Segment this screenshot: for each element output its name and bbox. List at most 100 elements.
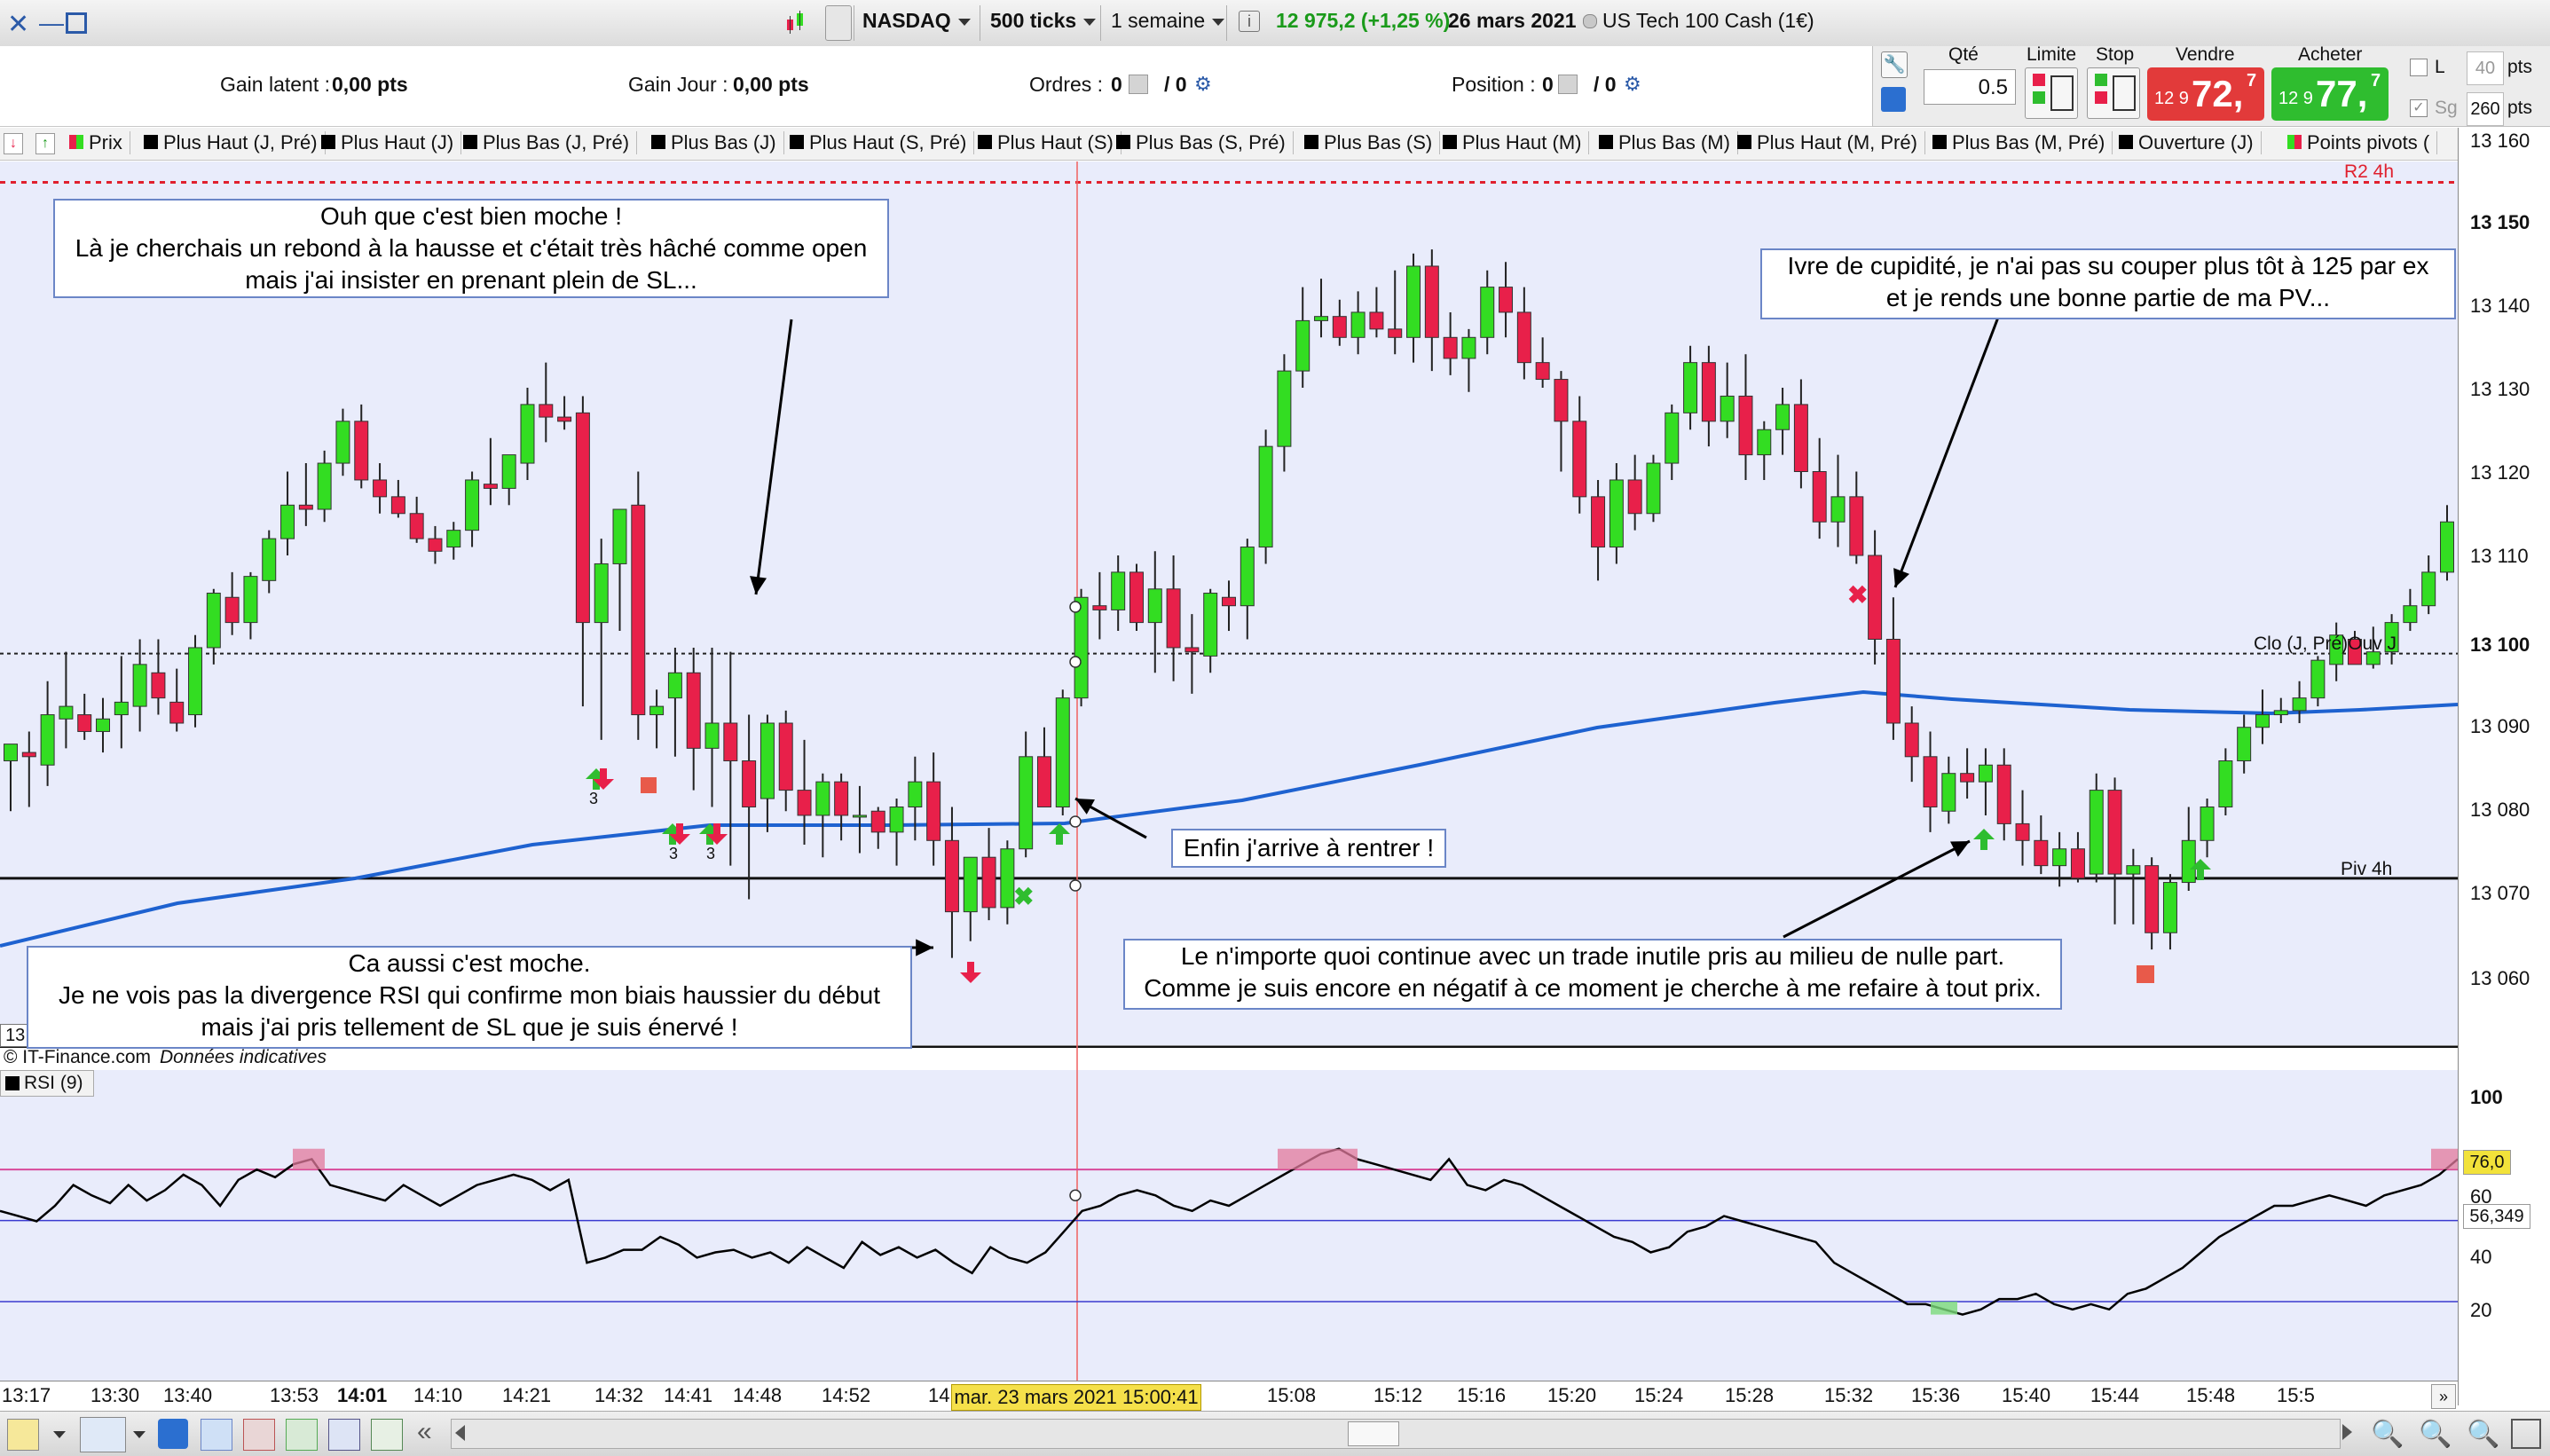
annotation-note-5[interactable]: Le n'importe quoi continue avec un trade… bbox=[1123, 939, 2062, 1010]
period-label: 1 semaine bbox=[1111, 9, 1206, 32]
r2-label: R2 4h bbox=[2344, 161, 2395, 182]
limit-pts-input[interactable]: 40 bbox=[2467, 51, 2504, 85]
indicator-item-10[interactable]: Plus Haut (M) bbox=[1439, 131, 1590, 154]
indicator-item-1[interactable]: Prix bbox=[66, 131, 130, 154]
draw-tool-dropdown-icon[interactable] bbox=[53, 1431, 66, 1438]
stop-order-button[interactable] bbox=[2087, 67, 2140, 119]
candle-body bbox=[2107, 790, 2122, 875]
price-change: 12 975,2 (+1,25 %) bbox=[1276, 9, 1451, 32]
orders-gear-icon[interactable]: ⚙ bbox=[1194, 73, 1212, 95]
scroll-back-icon[interactable]: « bbox=[417, 1417, 432, 1446]
indicator-dropdown-icon[interactable] bbox=[133, 1431, 146, 1438]
expand-icon[interactable]: ↑ bbox=[35, 133, 55, 154]
zoom-reset-icon[interactable]: 🔍 bbox=[2467, 1420, 2500, 1449]
indicator-item-3[interactable]: Plus Haut (J) bbox=[318, 131, 462, 154]
close-icon[interactable]: ✕ bbox=[7, 10, 30, 39]
zoom-in-icon[interactable]: 🔍 bbox=[2371, 1420, 2404, 1449]
moving-average-line bbox=[0, 689, 2459, 948]
wrench-icon[interactable]: 🔧 bbox=[1881, 51, 1908, 78]
indicator-item-7[interactable]: Plus Haut (S) bbox=[974, 131, 1122, 154]
sell-signal-arrow-icon bbox=[593, 768, 614, 790]
period-select[interactable]: 1 semaine bbox=[1111, 9, 1225, 33]
candle-body bbox=[2089, 790, 2104, 875]
indicator-item-12[interactable]: Plus Haut (M, Pré) bbox=[1734, 131, 1925, 154]
indicator-label: Plus Haut (S) bbox=[997, 131, 1114, 153]
limit-buy-icon bbox=[2033, 91, 2045, 104]
zoom-out-icon[interactable]: 🔍 bbox=[2419, 1420, 2452, 1449]
scroll-right-icon[interactable] bbox=[2342, 1424, 2352, 1440]
candle-body bbox=[520, 404, 535, 464]
rsi-chart-area[interactable] bbox=[0, 1070, 2458, 1398]
comment-icon[interactable] bbox=[201, 1419, 232, 1451]
stop-pts-input[interactable]: 260 bbox=[2467, 92, 2504, 126]
sell-button[interactable]: 12 9 72, 7 bbox=[2147, 67, 2264, 121]
indicator-item-11[interactable]: Plus Bas (M) bbox=[1595, 131, 1738, 154]
annotation-note-2[interactable]: Ivre de cupidité, je n'ai pas su couper … bbox=[1760, 248, 2456, 319]
time-tick-7: 14:21 bbox=[502, 1384, 552, 1406]
list-icon[interactable] bbox=[243, 1419, 275, 1451]
price-tick-6: 13 110 bbox=[2470, 545, 2529, 567]
draw-tool-icon[interactable] bbox=[7, 1419, 39, 1451]
indicator-item-14[interactable]: Ouverture (J) bbox=[2115, 131, 2262, 154]
note1-line-2: Là je cherchais un rebond à la hausse et… bbox=[75, 234, 868, 262]
limit-checkbox[interactable] bbox=[2410, 59, 2428, 76]
candle-body bbox=[4, 744, 18, 762]
indicator-item-6[interactable]: Plus Haut (S, Pré) bbox=[786, 131, 975, 154]
indicator-item-8[interactable]: Plus Bas (S, Pré) bbox=[1113, 131, 1294, 154]
share-icon[interactable] bbox=[158, 1419, 188, 1449]
annotation-note-4[interactable]: Ca aussi c'est moche. Je ne vois pas la … bbox=[27, 946, 912, 1049]
fullscreen-icon[interactable] bbox=[2511, 1419, 2541, 1449]
annotation-note-3[interactable]: Enfin j'arrive à rentrer ! bbox=[1171, 829, 1446, 868]
scroll-left-icon[interactable] bbox=[455, 1425, 465, 1441]
qty-input[interactable]: 0.5 bbox=[1924, 69, 2016, 105]
candle-body bbox=[1978, 764, 1993, 783]
rsi-indicator-tab[interactable]: RSI (9) bbox=[0, 1070, 94, 1097]
time-scrollbar[interactable] bbox=[451, 1419, 2341, 1449]
minimize-icon[interactable]: — bbox=[39, 9, 64, 36]
stop-checkbox[interactable]: ✓ bbox=[2410, 99, 2428, 117]
time-axis[interactable] bbox=[0, 1381, 2458, 1412]
indicator-tool-icon[interactable] bbox=[80, 1417, 126, 1452]
keyboard-icon[interactable] bbox=[1881, 87, 1906, 112]
instrument-select[interactable]: NASDAQ bbox=[862, 9, 971, 33]
close-position-icon[interactable] bbox=[1558, 75, 1578, 94]
indicator-label: Plus Haut (S, Pré) bbox=[809, 131, 967, 153]
ordres-pending: / 0 bbox=[1164, 73, 1187, 96]
scrollbar-thumb[interactable] bbox=[1348, 1421, 1399, 1446]
indicator-item-15[interactable]: Points pivots ( bbox=[2284, 131, 2438, 154]
screen-icon[interactable] bbox=[328, 1419, 360, 1451]
table-icon[interactable] bbox=[286, 1419, 318, 1451]
scroll-end-icon[interactable]: » bbox=[2431, 1384, 2456, 1409]
indicator-color-icon bbox=[321, 135, 335, 149]
chart-type-icon[interactable] bbox=[784, 9, 811, 35]
maximize-icon[interactable] bbox=[66, 12, 87, 34]
candle-body bbox=[114, 701, 129, 716]
indicator-item-2[interactable]: Plus Haut (J, Pré) bbox=[140, 131, 326, 154]
collapse-icon[interactable]: ↓ bbox=[4, 133, 23, 154]
ticks-select[interactable]: 500 ticks bbox=[990, 9, 1097, 33]
price-axis[interactable] bbox=[2458, 128, 2550, 1405]
candle-body bbox=[704, 722, 720, 749]
candle-body bbox=[852, 815, 867, 818]
alert-icon[interactable] bbox=[371, 1419, 403, 1451]
annotation-note-1[interactable]: Ouh que c'est bien moche ! Là je chercha… bbox=[53, 199, 889, 298]
candle-body bbox=[1720, 395, 1735, 422]
time-tick-12: 14 bbox=[928, 1384, 950, 1406]
rsi-overbought-fill bbox=[1278, 1148, 1358, 1170]
position-gear-icon[interactable]: ⚙ bbox=[1624, 73, 1641, 95]
candle-body bbox=[1443, 336, 1458, 359]
rsi-tick-60: 60 bbox=[2470, 1185, 2492, 1208]
link-icon[interactable] bbox=[825, 5, 852, 41]
indicator-item-4[interactable]: Plus Bas (J, Pré) bbox=[460, 131, 638, 154]
time-tick-15: 15:16 bbox=[1457, 1384, 1507, 1406]
indicator-item-13[interactable]: Plus Bas (M, Pré) bbox=[1929, 131, 2113, 154]
gain-jour-value: 0,00 pts bbox=[733, 73, 809, 96]
indicator-item-5[interactable]: Plus Bas (J) bbox=[648, 131, 784, 154]
rsi-line bbox=[0, 1147, 2459, 1316]
info-icon[interactable]: i bbox=[1239, 11, 1260, 32]
indicator-item-9[interactable]: Plus Bas (S) bbox=[1301, 131, 1441, 154]
buy-button[interactable]: 12 9 77, 7 bbox=[2271, 67, 2389, 121]
cancel-orders-icon[interactable] bbox=[1129, 75, 1148, 94]
limit-order-button[interactable] bbox=[2025, 67, 2078, 119]
buy-price-prefix: 12 9 bbox=[2278, 89, 2313, 108]
